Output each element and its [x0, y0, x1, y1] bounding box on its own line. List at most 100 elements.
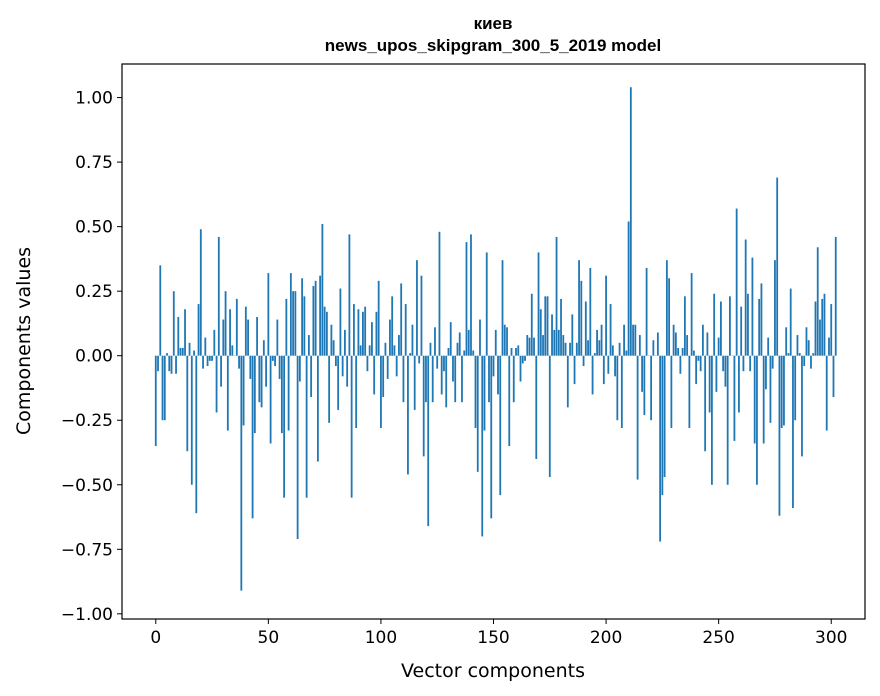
bar [591, 355, 594, 395]
bar [188, 342, 191, 356]
bar [544, 296, 547, 356]
bar [510, 347, 513, 356]
bar [593, 353, 596, 356]
x-axis: 0 50 100 150 200 250 300 [150, 619, 847, 648]
bar [436, 355, 439, 369]
bar [760, 283, 763, 356]
bar [580, 280, 583, 356]
bar [280, 355, 283, 434]
bar [334, 355, 337, 367]
bar [206, 355, 209, 367]
bar [740, 306, 743, 356]
bar [553, 329, 556, 356]
bar [744, 239, 747, 356]
bar [656, 332, 659, 356]
bar [377, 280, 380, 356]
bar [641, 355, 643, 392]
bar [785, 327, 788, 356]
bar [677, 347, 680, 356]
bar [819, 319, 821, 356]
bar [551, 314, 553, 356]
bar [289, 273, 292, 356]
bar [186, 355, 189, 452]
bar [780, 355, 783, 428]
bar [344, 329, 346, 356]
bar [517, 345, 520, 356]
bar [490, 355, 493, 519]
bar [310, 355, 313, 397]
bar [733, 355, 736, 441]
bar [211, 355, 213, 361]
bar [323, 306, 326, 356]
bar [278, 355, 281, 379]
bar [792, 355, 794, 508]
bar [452, 355, 454, 382]
bar [765, 355, 767, 390]
bar [729, 296, 731, 356]
y-tick-label: −1.00 [61, 605, 113, 625]
bar [598, 340, 601, 356]
bar [427, 355, 430, 527]
bar [382, 355, 385, 397]
bar [438, 231, 441, 356]
bar [501, 260, 504, 356]
x-tick-label: 250 [702, 628, 734, 648]
x-tick-label: 200 [590, 628, 622, 648]
bar [294, 291, 297, 356]
bar [231, 345, 234, 356]
bar [566, 355, 569, 408]
x-tick-label: 300 [815, 628, 847, 648]
bar [217, 236, 220, 356]
bar [578, 260, 580, 356]
bar [512, 355, 515, 403]
bar [742, 355, 745, 372]
bar [825, 355, 828, 431]
bar [303, 296, 306, 356]
bar [332, 340, 335, 356]
bar [416, 260, 418, 356]
bar [535, 355, 538, 459]
bar [776, 177, 779, 356]
bar [307, 335, 310, 356]
bar [537, 252, 540, 356]
bar [190, 355, 193, 485]
bar [346, 355, 349, 387]
bar [447, 347, 450, 356]
bar [692, 350, 695, 356]
bar [623, 324, 625, 356]
bar [789, 288, 792, 356]
bar [285, 298, 288, 356]
bar [632, 324, 634, 356]
bar [751, 257, 754, 356]
bar [528, 337, 531, 356]
bar [443, 355, 445, 372]
bar [386, 355, 389, 379]
y-tick-label: −0.25 [61, 411, 113, 431]
bar [562, 335, 565, 356]
bar [319, 275, 322, 356]
bar [575, 342, 578, 356]
bar [783, 355, 785, 426]
bar [341, 355, 344, 377]
bar [402, 355, 405, 403]
bar [634, 324, 637, 356]
bar [362, 311, 364, 356]
bar [229, 309, 231, 356]
bar [636, 355, 639, 480]
bar [213, 329, 216, 356]
bar [834, 236, 837, 356]
bar [483, 355, 486, 431]
bar [226, 355, 229, 431]
bar [458, 332, 461, 356]
chart-subtitle: news_upos_skipgram_300_5_2019 model [325, 36, 661, 55]
bar [569, 342, 571, 356]
bar [467, 329, 470, 356]
bar [823, 293, 826, 356]
bar [434, 327, 436, 356]
bar [627, 221, 630, 356]
bar [325, 311, 328, 356]
x-axis-label: Vector components [401, 660, 585, 682]
bar [769, 355, 772, 423]
bar [222, 319, 225, 356]
